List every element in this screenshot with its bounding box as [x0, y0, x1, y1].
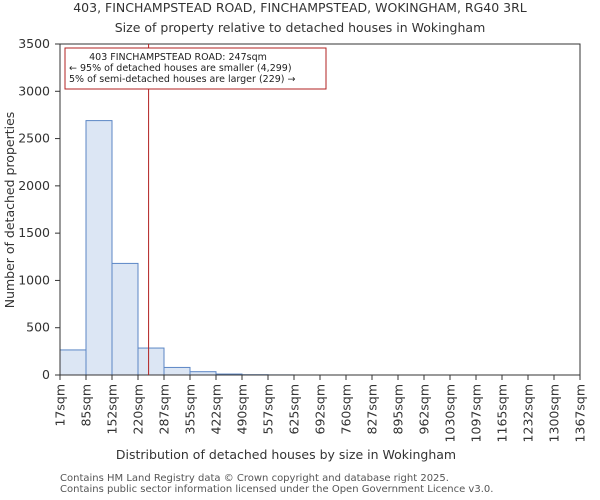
x-tick-label: 827sqm	[365, 384, 380, 434]
y-axis-label: Number of detached properties	[2, 112, 17, 309]
bar-152sqm	[111, 262, 139, 376]
annotation-box: 403 FINCHAMPSTEAD ROAD: 247sqm ← 95% of …	[64, 47, 327, 90]
x-tick-label: 1367sqm	[573, 384, 588, 442]
annotation-frame	[64, 47, 327, 90]
x-tick-label: 287sqm	[157, 384, 172, 434]
x-tick-label: 17sqm	[53, 384, 68, 427]
x-tick-label: 422sqm	[209, 384, 224, 434]
x-tick-label: 557sqm	[261, 384, 276, 434]
x-tick-label: 490sqm	[235, 384, 250, 434]
plot-frame	[59, 43, 581, 376]
y-axis: 0 500 1000 1500 2000 2500 3000 3500	[18, 36, 60, 382]
y-tick-label: 2500	[18, 131, 50, 146]
x-axis: 17sqm 85sqm 152sqm 220sqm 287sqm 355sqm 422sqm…	[53, 375, 588, 442]
x-tick-label: 895sqm	[391, 384, 406, 434]
x-tick-label: 355sqm	[183, 384, 198, 434]
y-tick-label: 2000	[18, 178, 50, 193]
y-tick-label: 3000	[18, 83, 50, 98]
y-tick-label: 500	[26, 320, 50, 335]
x-tick-label: 1030sqm	[443, 384, 458, 442]
x-tick-label: 220sqm	[131, 384, 146, 434]
y-tick-label: 1000	[18, 272, 50, 287]
x-axis-label: Distribution of detached houses by size …	[116, 447, 456, 462]
footer-copyright: Contains HM Land Registry data © Crown c…	[60, 473, 449, 484]
bars-group	[59, 120, 295, 376]
bar-287sqm	[163, 366, 191, 376]
annotation-line-3: 5% of semi-detached houses are larger (2…	[69, 74, 296, 85]
x-tick-label: 692sqm	[313, 384, 328, 434]
x-tick-label: 625sqm	[287, 384, 302, 434]
bar-220sqm	[137, 347, 165, 376]
annotation-line-2: ← 95% of detached houses are smaller (4,…	[69, 63, 292, 74]
bar-85sqm	[85, 120, 113, 376]
bar-17sqm	[59, 349, 87, 376]
x-tick-label: 85sqm	[79, 384, 94, 427]
annotation-line-1: 403 FINCHAMPSTEAD ROAD: 247sqm	[89, 52, 267, 63]
x-tick-label: 1232sqm	[521, 384, 536, 442]
x-tick-label: 962sqm	[417, 384, 432, 434]
x-tick-label: 760sqm	[339, 384, 354, 434]
y-tick-label: 3500	[18, 36, 50, 51]
y-tick-label: 1500	[18, 225, 50, 240]
x-tick-label: 1097sqm	[469, 384, 484, 442]
y-tick-label: 0	[42, 367, 50, 382]
x-tick-label: 152sqm	[105, 384, 120, 434]
x-tick-label: 1165sqm	[495, 384, 510, 442]
x-tick-label: 1300sqm	[547, 384, 562, 442]
chart-subtitle: Size of property relative to detached ho…	[115, 20, 486, 35]
chart-title: 403, FINCHAMPSTEAD ROAD, FINCHAMPSTEAD, …	[73, 0, 527, 15]
footer-licence: Contains public sector information licen…	[60, 484, 494, 495]
